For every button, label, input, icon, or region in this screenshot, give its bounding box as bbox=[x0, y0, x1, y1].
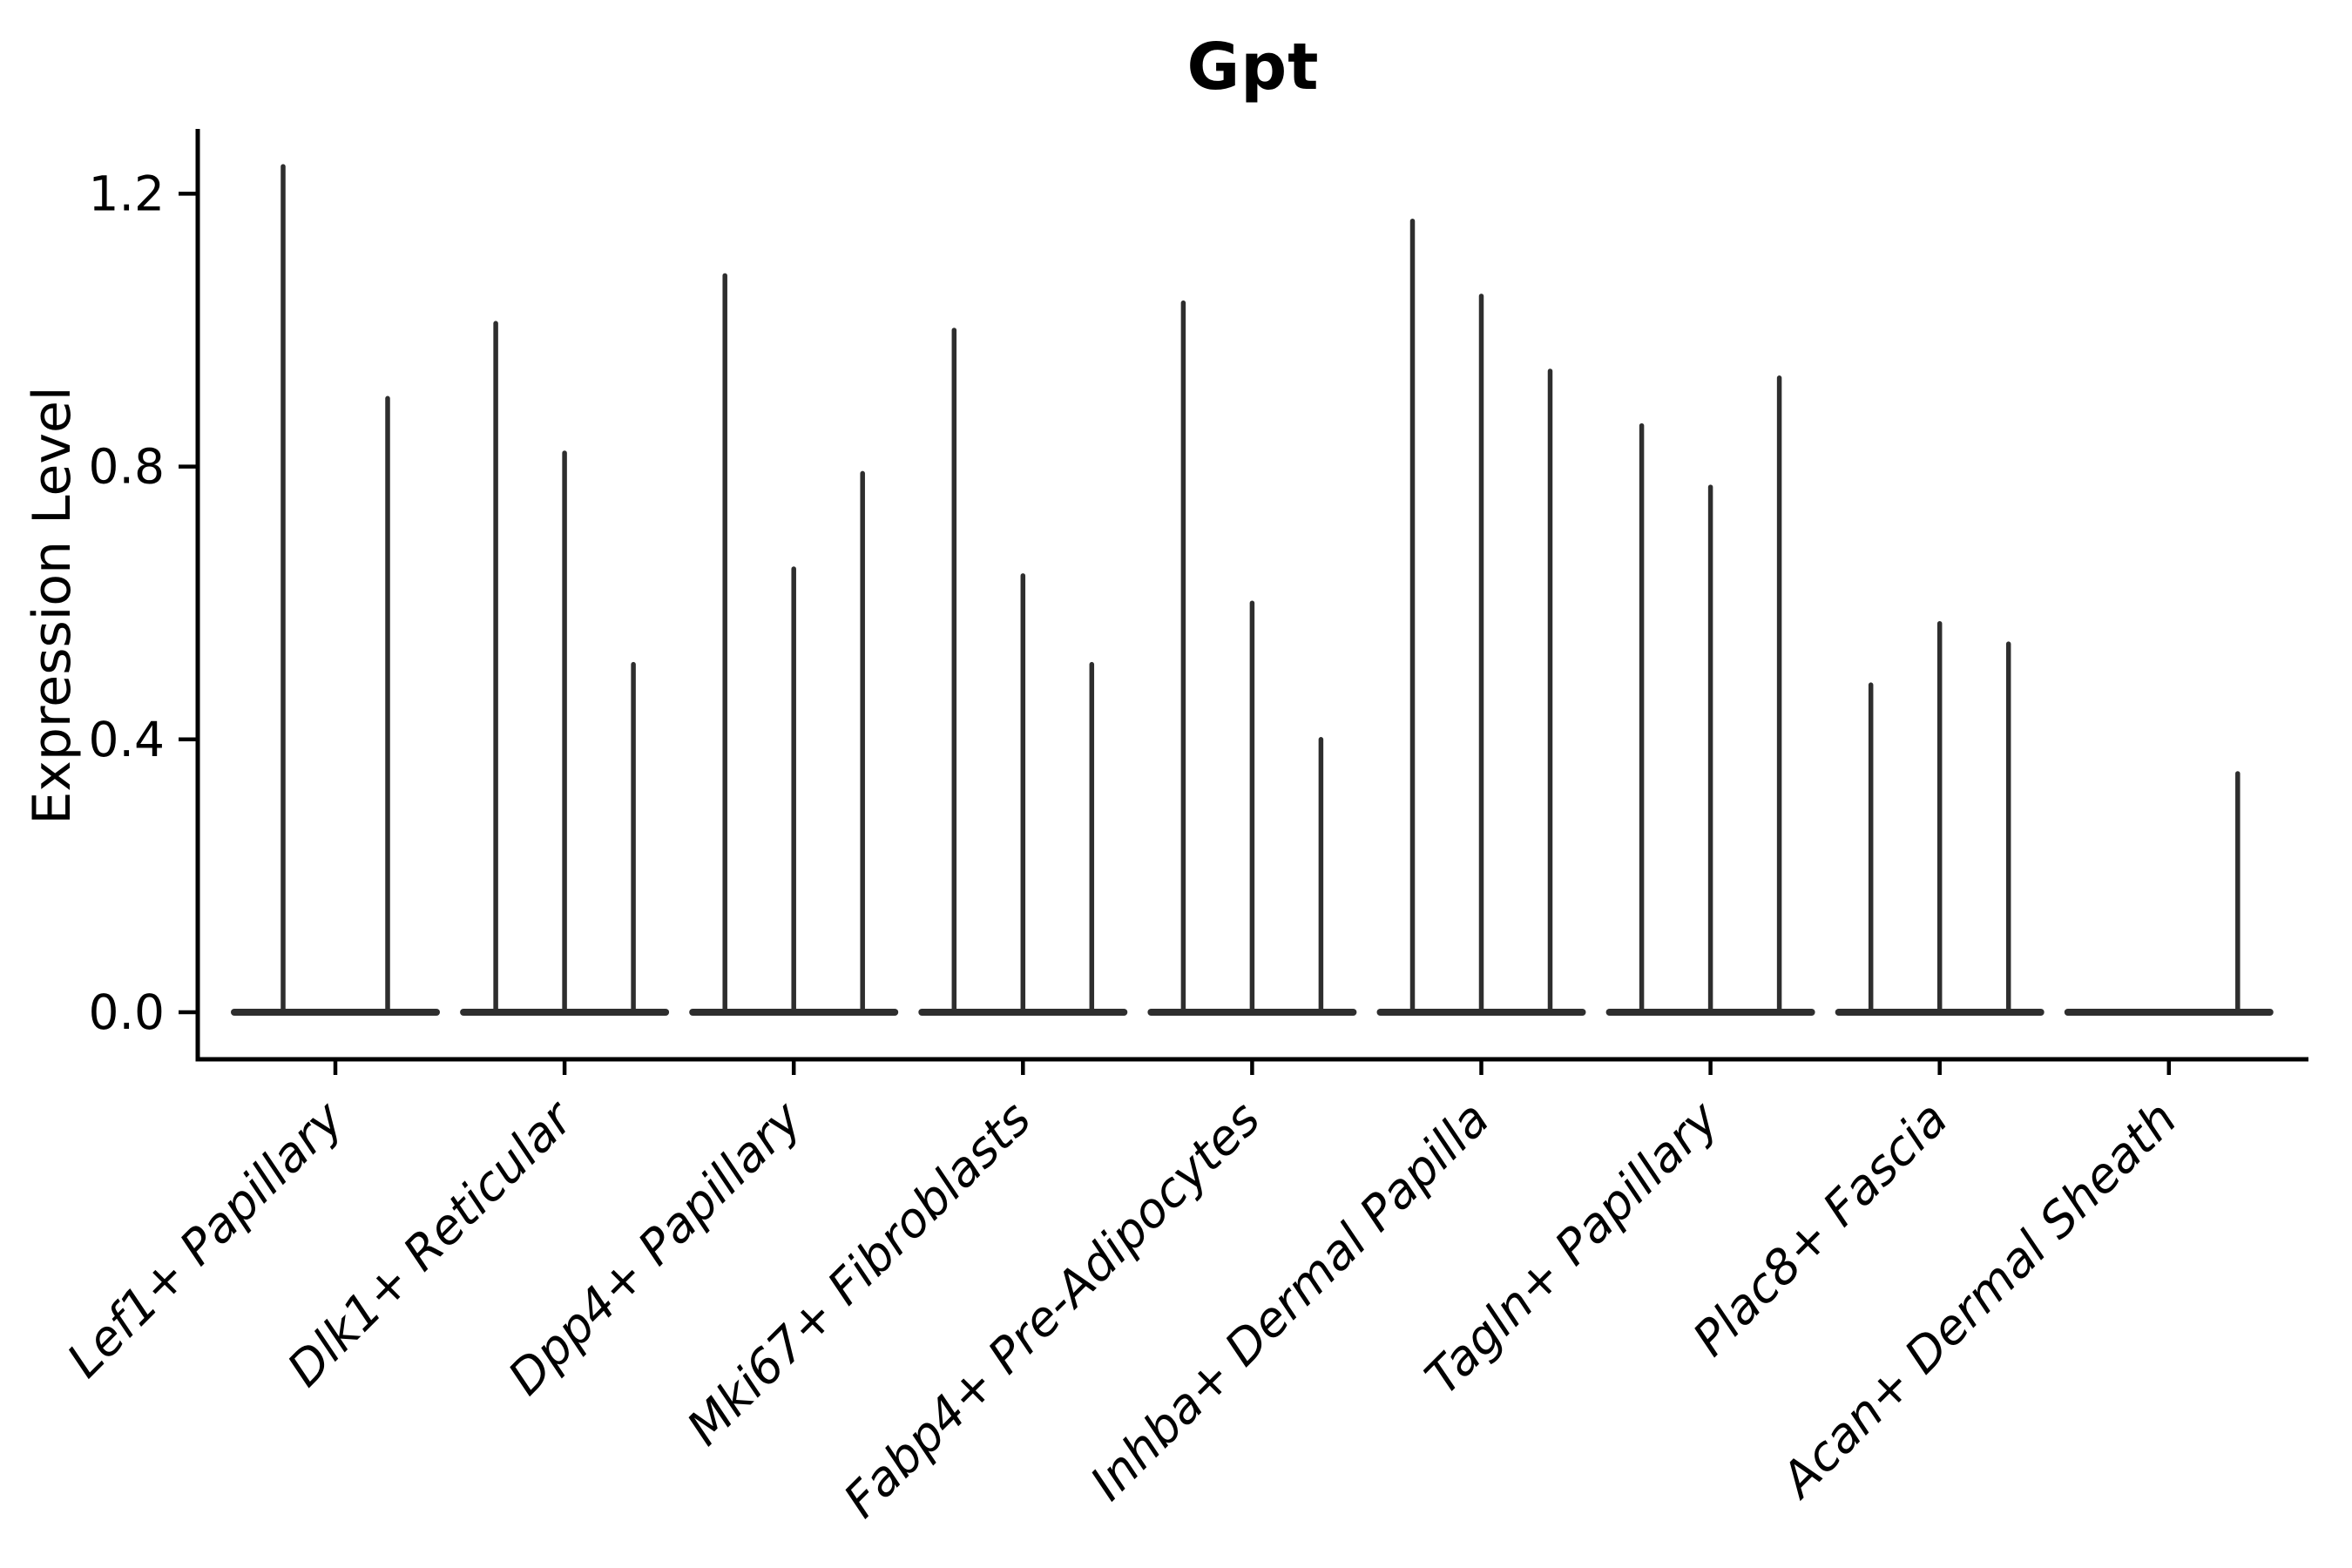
x-tick-label: Inhba+ Dermal Papilla bbox=[1079, 1091, 1499, 1511]
y-tick-label: 0.0 bbox=[89, 984, 165, 1040]
violin-body-zero bbox=[2064, 1009, 2274, 1016]
violin-body-zero bbox=[231, 1009, 440, 1016]
chart-title: Gpt bbox=[1186, 30, 1320, 105]
x-tick-label: Fabp4+ Pre-Adipocytes bbox=[833, 1091, 1270, 1528]
y-tick-label: 0.4 bbox=[89, 712, 165, 767]
y-tick-label: 0.8 bbox=[89, 439, 165, 495]
y-tick-label: 1.2 bbox=[89, 166, 165, 221]
x-tick-label: Acan+ Dermal Sheath bbox=[1768, 1091, 2187, 1510]
